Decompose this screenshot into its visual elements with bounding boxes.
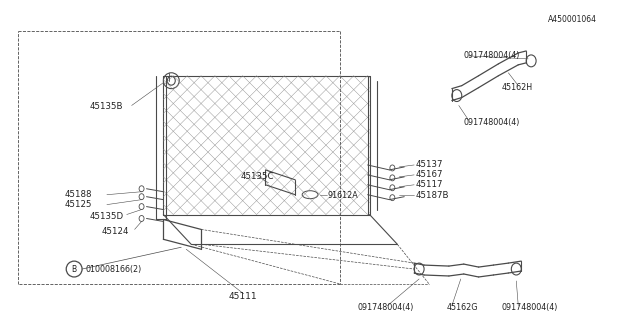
Text: 45137: 45137	[415, 160, 443, 170]
Text: 091748004(4): 091748004(4)	[464, 52, 520, 60]
Text: 45125: 45125	[64, 200, 92, 209]
Text: 45111: 45111	[228, 292, 257, 301]
Text: 45188: 45188	[64, 190, 92, 199]
Text: 45167: 45167	[415, 170, 443, 180]
Text: 010008166(2): 010008166(2)	[85, 265, 141, 274]
Text: 91612A: 91612A	[328, 191, 358, 200]
Text: 091748004(4): 091748004(4)	[358, 303, 414, 312]
Text: 45135B: 45135B	[90, 102, 124, 111]
Text: 091748004(4): 091748004(4)	[464, 118, 520, 127]
Text: B: B	[72, 265, 77, 274]
Text: A450001064: A450001064	[548, 15, 597, 24]
Text: 45162G: 45162G	[447, 303, 478, 312]
Text: 45135D: 45135D	[90, 212, 124, 221]
Text: 45135C: 45135C	[241, 172, 274, 181]
Text: 45117: 45117	[415, 180, 443, 189]
Text: 45162H: 45162H	[501, 83, 532, 92]
Text: 45124: 45124	[102, 227, 129, 236]
Text: 45187B: 45187B	[415, 191, 449, 200]
Text: 091748004(4): 091748004(4)	[501, 303, 558, 312]
